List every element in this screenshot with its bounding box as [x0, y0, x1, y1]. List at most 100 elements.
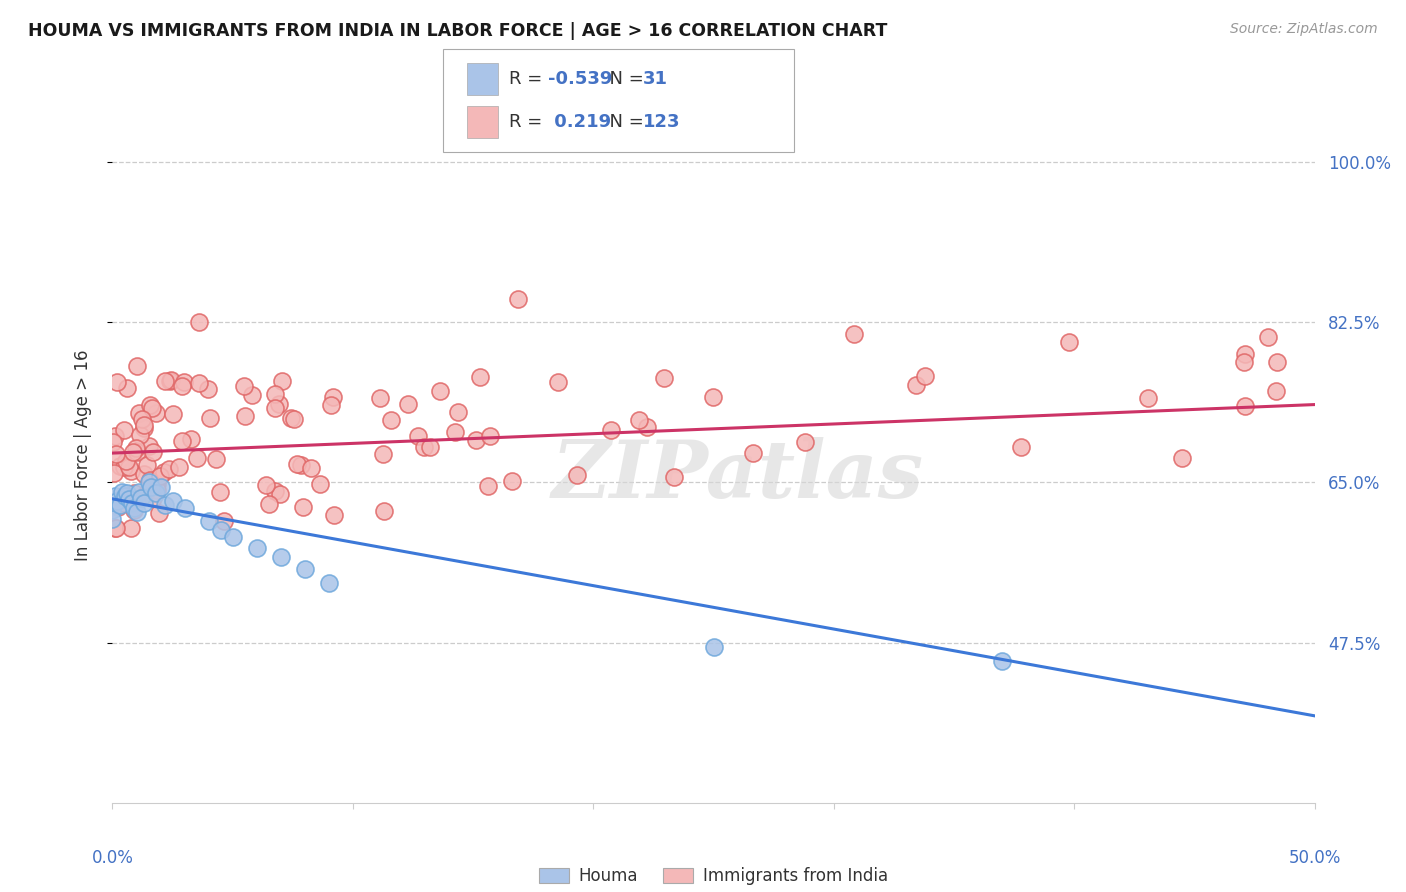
Point [103, 466, 125, 480]
Point [101, 435, 124, 450]
Point [118, 460, 141, 475]
Point [429, 384, 451, 398]
Point [991, 654, 1014, 668]
Point [742, 446, 765, 460]
Text: 0.219: 0.219 [548, 113, 612, 131]
Point [212, 514, 235, 528]
Point [1257, 330, 1279, 344]
Point [283, 412, 305, 426]
Point [501, 474, 523, 488]
Point [128, 428, 150, 442]
Point [322, 390, 344, 404]
Point [254, 477, 277, 491]
Text: 50.0%: 50.0% [1288, 848, 1341, 866]
Text: 0.0%: 0.0% [91, 848, 134, 866]
Point [108, 458, 131, 473]
Point [141, 401, 163, 415]
Point [233, 379, 256, 393]
Point [149, 469, 172, 483]
Point [565, 468, 588, 483]
Point [271, 374, 294, 388]
Point [209, 523, 232, 537]
Point [600, 423, 623, 437]
Point [172, 379, 194, 393]
Point [125, 505, 148, 519]
Point [114, 489, 136, 503]
Point [636, 420, 658, 434]
Point [138, 475, 160, 490]
Point [105, 493, 128, 508]
Point [280, 410, 302, 425]
Point [159, 374, 181, 388]
Point [104, 428, 127, 442]
Point [380, 413, 402, 427]
Point [1171, 451, 1194, 466]
Point [1234, 399, 1257, 413]
Point [118, 491, 141, 506]
Point [222, 530, 245, 544]
Point [240, 388, 263, 402]
Point [120, 464, 142, 478]
Point [112, 423, 135, 437]
Point [173, 501, 195, 516]
Point [134, 417, 156, 432]
Point [104, 489, 127, 503]
Point [842, 327, 865, 342]
Point [1057, 335, 1080, 350]
Point [470, 370, 492, 384]
Point [180, 432, 202, 446]
Point [208, 485, 231, 500]
Point [149, 480, 172, 494]
Text: N =: N = [598, 70, 650, 87]
Text: HOUMA VS IMMIGRANTS FROM INDIA IN LABOR FORCE | AGE > 16 CORRELATION CHART: HOUMA VS IMMIGRANTS FROM INDIA IN LABOR … [28, 22, 887, 40]
Point [132, 421, 155, 435]
Point [652, 370, 675, 384]
Point [914, 369, 936, 384]
Text: 31: 31 [643, 70, 668, 87]
Point [269, 487, 291, 501]
Point [187, 376, 209, 390]
Point [371, 447, 394, 461]
Point [105, 376, 128, 390]
Point [107, 500, 129, 514]
Point [111, 496, 134, 510]
Point [508, 292, 530, 306]
Point [128, 406, 150, 420]
Point [299, 461, 322, 475]
Point [112, 460, 135, 475]
Point [294, 562, 316, 576]
Point [167, 459, 190, 474]
Point [124, 485, 146, 500]
Point [264, 484, 287, 499]
Text: R =: R = [509, 113, 548, 131]
Point [131, 412, 153, 426]
Y-axis label: In Labor Force | Age > 16: In Labor Force | Age > 16 [73, 349, 91, 561]
Point [905, 377, 928, 392]
Point [105, 521, 128, 535]
Point [139, 480, 162, 494]
Point [204, 452, 226, 467]
Point [132, 467, 155, 481]
Point [285, 457, 308, 471]
Point [794, 435, 817, 450]
Point [125, 359, 148, 374]
Text: Source: ZipAtlas.com: Source: ZipAtlas.com [1230, 22, 1378, 37]
Point [627, 413, 650, 427]
Point [142, 491, 165, 505]
Point [233, 409, 256, 424]
Text: ZIPatlas: ZIPatlas [551, 437, 924, 515]
Point [270, 550, 292, 565]
Point [145, 406, 167, 420]
Point [120, 521, 142, 535]
Point [138, 398, 160, 412]
Point [135, 458, 157, 472]
Point [111, 484, 134, 499]
Point [122, 503, 145, 517]
Point [443, 425, 465, 439]
Point [197, 514, 219, 528]
Point [412, 441, 434, 455]
Text: -0.539: -0.539 [548, 70, 613, 87]
Point [408, 429, 430, 443]
Point [173, 375, 195, 389]
Point [197, 382, 219, 396]
